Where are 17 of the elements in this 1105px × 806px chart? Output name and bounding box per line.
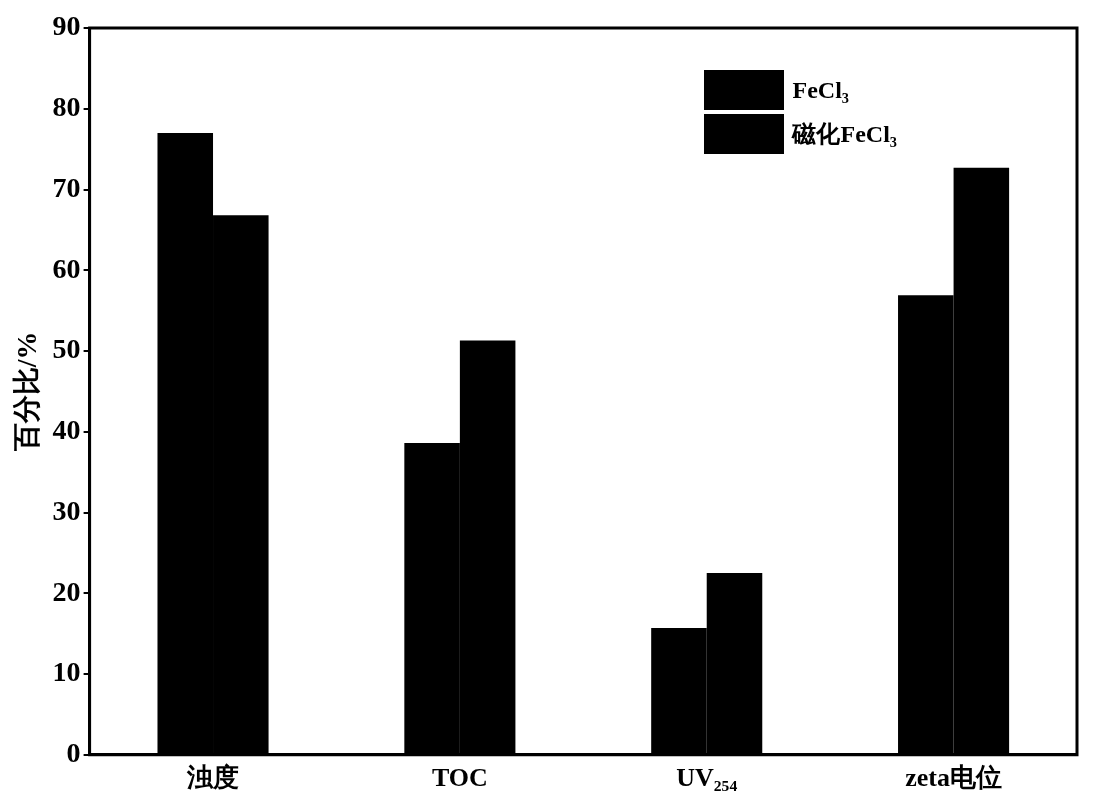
y-tick-label: 70: [52, 171, 81, 203]
y-tick-label: 0: [66, 737, 81, 769]
x-tick-label: zeta电位: [905, 763, 1002, 793]
y-tick-label: 60: [52, 252, 81, 284]
y-tick-label: 80: [52, 90, 81, 122]
y-tick-label: 90: [52, 10, 81, 42]
y-tick-label: 10: [52, 656, 81, 688]
x-tick-label: TOC: [431, 763, 488, 793]
x-tick-label: UV₂₅₄: [676, 763, 738, 793]
x-tick-label: 浊度: [186, 763, 240, 793]
legend-label: FeCl₃: [792, 76, 849, 104]
y-tick-label: 50: [52, 333, 81, 365]
y-tick-label: 20: [52, 575, 81, 607]
legend-label: 磁化FeCl₃: [792, 120, 897, 149]
y-axis-title: 百分比/%: [11, 331, 43, 453]
y-tick-label: 30: [52, 494, 81, 526]
y-tick-label: 40: [52, 414, 81, 446]
